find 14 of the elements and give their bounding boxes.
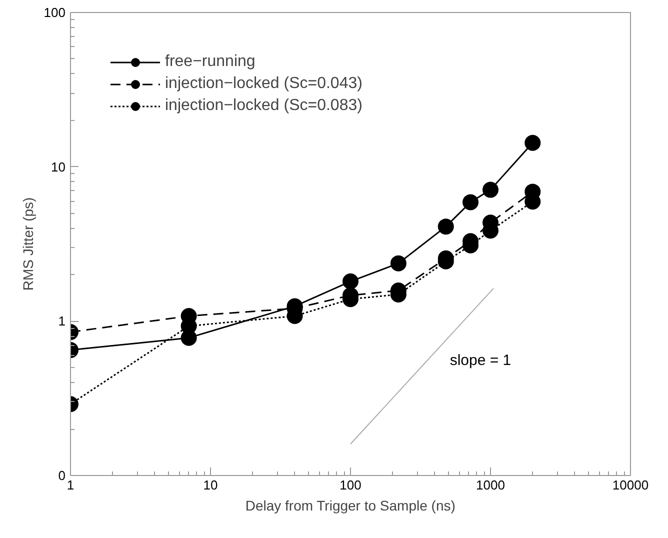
y-tick-label: 0	[58, 468, 66, 483]
x-tick-label: 10	[203, 478, 218, 492]
x-tick-label: 10000	[612, 478, 649, 492]
legend-label: free−running	[165, 53, 256, 71]
y-tick-label: 100	[44, 5, 66, 20]
legend-label: injection−locked (Sc=0.043)	[165, 75, 362, 93]
y-tick-label: 10	[51, 159, 66, 174]
x-tick-label: 100	[340, 478, 362, 492]
x-tick-label: 1000	[476, 478, 505, 492]
x-axis-title: Delay from Trigger to Sample (ns)	[245, 498, 456, 514]
legend-label: injection−locked (Sc=0.083)	[165, 97, 362, 115]
annotation: slope = 1	[450, 352, 512, 369]
y-axis-title: RMS Jitter (ps)	[20, 197, 36, 291]
y-tick-label: 1	[58, 314, 66, 329]
